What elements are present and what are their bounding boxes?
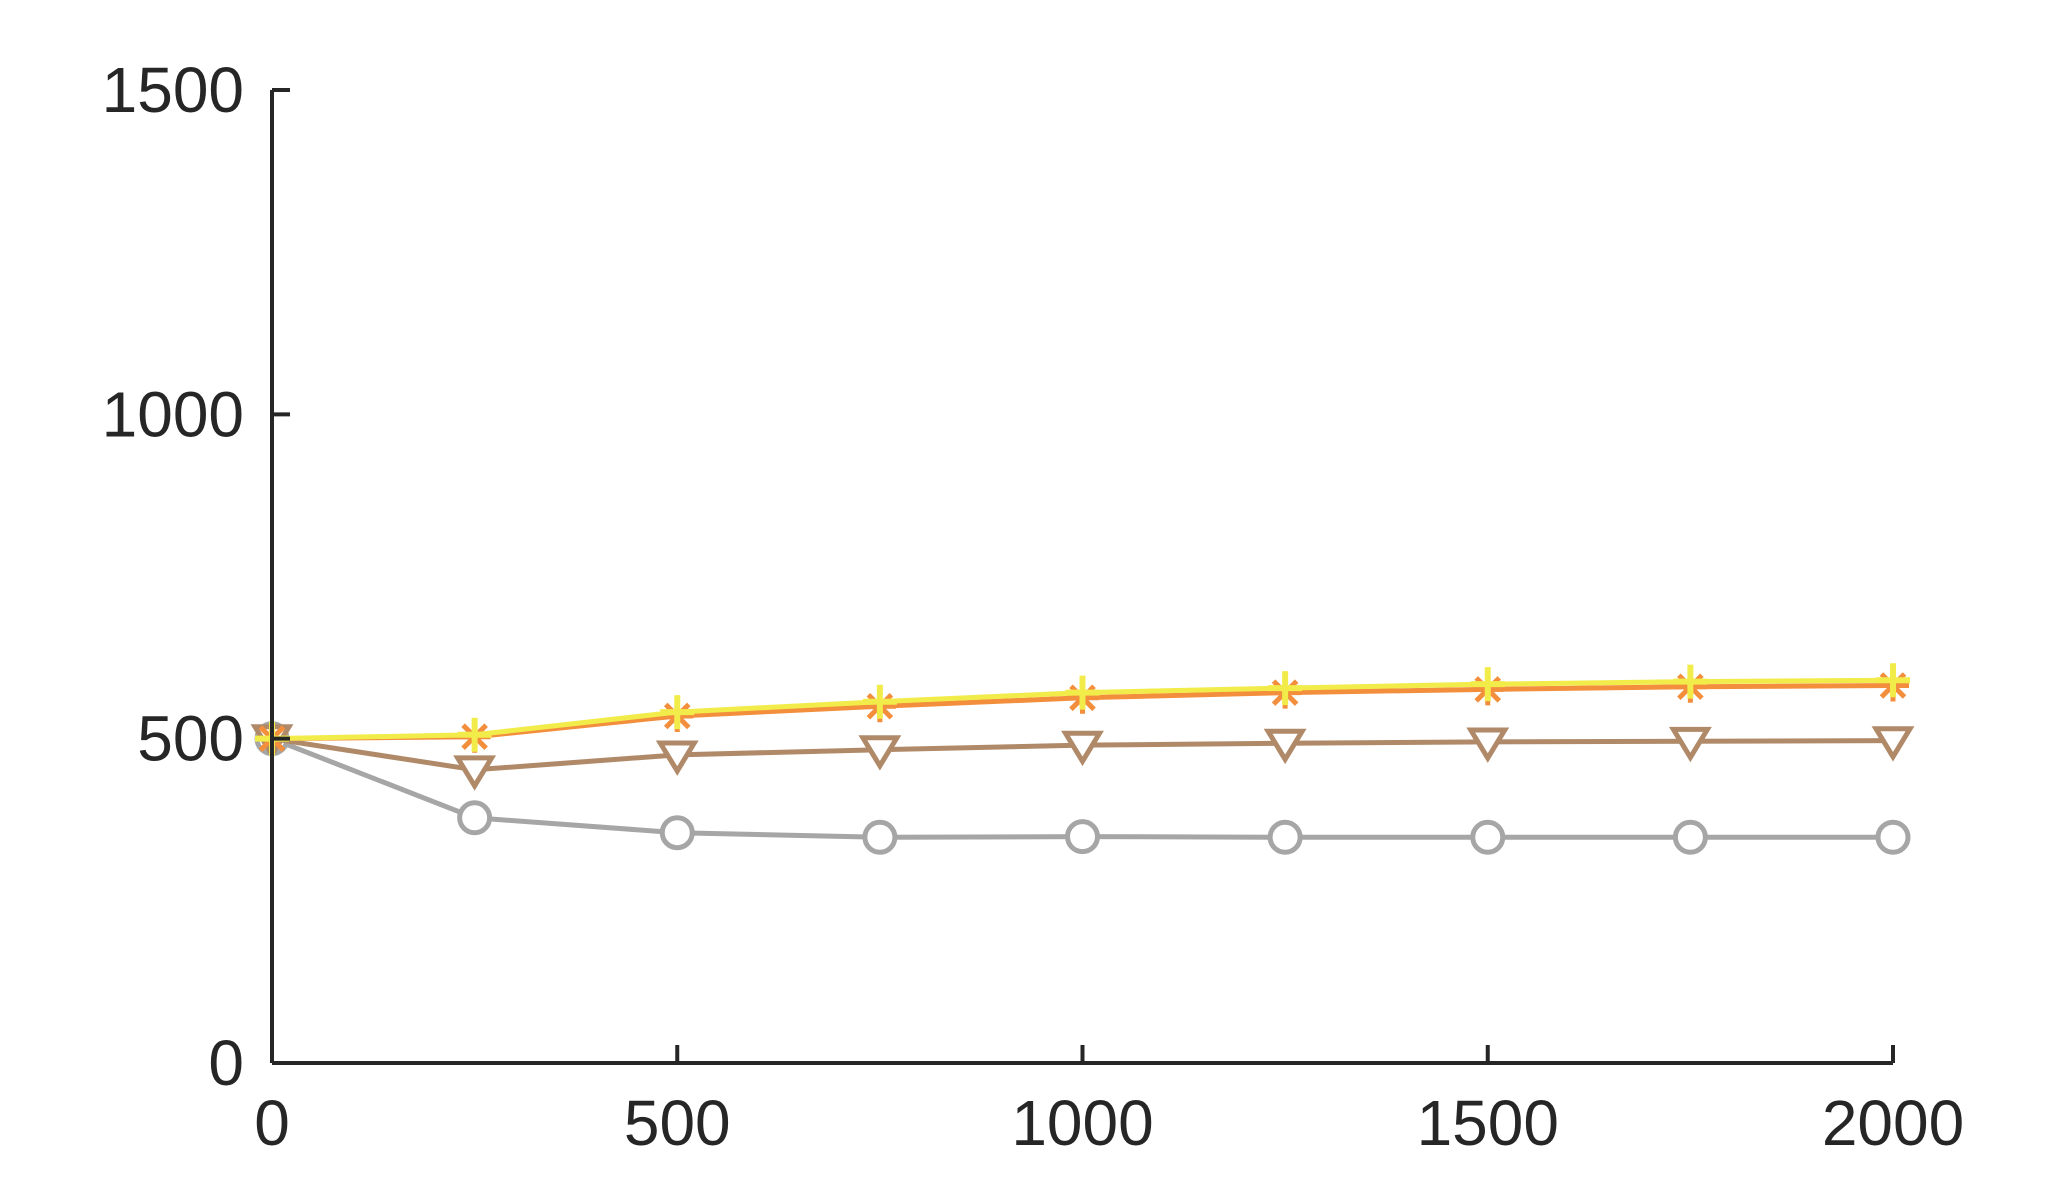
y-tick-label: 1500 (102, 54, 244, 126)
data-point (1871, 726, 1915, 762)
data-point (457, 800, 493, 836)
x-tick-label: 1500 (1417, 1087, 1559, 1159)
y-tick-label: 1000 (102, 378, 244, 450)
data-point (659, 815, 695, 851)
y-ticks: 0 500 1000 1500 (102, 54, 290, 1099)
series-gray (254, 721, 1911, 855)
data-point (1673, 664, 1708, 699)
y-tick-label: 0 (208, 1027, 244, 1099)
data-point (1470, 819, 1506, 855)
data-point (1267, 819, 1303, 855)
data-point (1466, 727, 1510, 763)
data-point (862, 819, 898, 855)
data-point (655, 740, 699, 776)
data-point (858, 735, 902, 771)
axes: 0 500 1000 1500 2000 0 500 1000 1500 (102, 54, 1965, 1159)
x-tick-label: 2000 (1822, 1087, 1964, 1159)
data-point (457, 717, 492, 752)
y-tick-label: 500 (137, 703, 244, 775)
data-point (1061, 730, 1104, 767)
data-point (1875, 819, 1911, 855)
data-point (1876, 663, 1910, 698)
x-tick-label: 1000 (1011, 1087, 1153, 1159)
series-yellow (255, 663, 1910, 756)
data-point (1470, 667, 1505, 702)
x-ticks: 0 500 1000 1500 2000 (254, 1045, 1964, 1159)
data-point (862, 684, 897, 719)
series-layer (250, 663, 1915, 855)
data-point (453, 755, 497, 791)
data-point (1065, 675, 1100, 710)
data-point (1065, 819, 1100, 855)
data-point (660, 695, 695, 730)
data-point (1268, 671, 1303, 706)
data-point (1668, 726, 1712, 763)
x-tick-label: 500 (624, 1087, 731, 1159)
data-point (1672, 819, 1708, 855)
data-point (1263, 728, 1307, 765)
x-tick-label: 0 (254, 1087, 290, 1159)
